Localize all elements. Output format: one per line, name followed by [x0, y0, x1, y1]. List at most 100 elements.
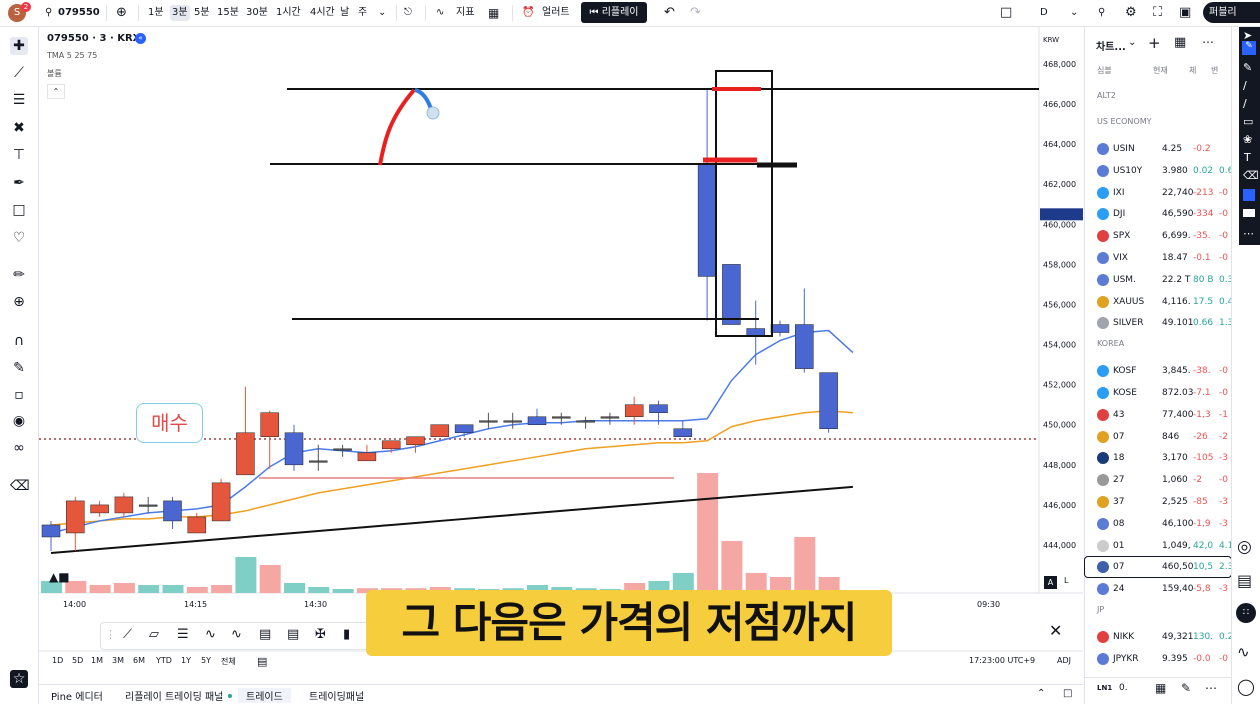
range-6[interactable]: 1Y — [181, 656, 191, 665]
watchlist-row[interactable]: 08 46,100 -1,9 -3 — [1085, 514, 1231, 534]
long-position-icon[interactable]: ▤ — [259, 627, 272, 642]
range-5[interactable]: YTD — [156, 656, 172, 665]
watchlist-row[interactable]: KOSF 3,845. -38. -0 — [1085, 361, 1231, 381]
magnet-icon[interactable]: ∩ — [13, 333, 25, 349]
settings-gear-icon[interactable]: ⚙ — [1125, 5, 1137, 20]
watchlist-section[interactable]: ALT2 — [1097, 91, 1116, 100]
col-pct[interactable]: 변 — [1211, 66, 1219, 75]
short-position-icon[interactable]: ▤ — [287, 627, 300, 642]
interval-3[interactable]: 15분 — [217, 7, 239, 18]
range-7[interactable]: 5Y — [201, 656, 211, 665]
cursor-pen-icon[interactable]: ➤ — [1243, 29, 1253, 42]
brush-pen-icon[interactable]: ∕ — [1243, 97, 1247, 110]
auto-scale-button[interactable]: A — [1044, 576, 1057, 589]
watchlist-row[interactable]: USIN 4.25 -0.2 — [1085, 139, 1231, 159]
legend-collapse-icon[interactable]: ⌃ — [47, 84, 65, 99]
fullscreen-icon[interactable]: ⛶ — [1153, 5, 1163, 20]
watchlist-row[interactable]: SPX 6,699. -35. -0 — [1085, 226, 1231, 246]
range-8[interactable]: 전체 — [221, 657, 236, 666]
layout-name[interactable]: D — [1040, 7, 1048, 18]
lock-drawing-icon[interactable]: ✎ — [13, 360, 25, 376]
interval-1[interactable]: 3분 — [170, 5, 190, 21]
layouts-grid-icon[interactable]: ▦ — [488, 6, 500, 20]
watchlist-row[interactable]: NIKK 49,321 130. 0.2 — [1085, 627, 1231, 647]
price-chart-svg[interactable]: 468,000 466,000 464,000 462,000 460,000 458,0… — [39, 27, 1083, 671]
symbol-search[interactable]: 079550 — [58, 7, 100, 18]
marker-icon[interactable]: ✎ — [1243, 61, 1253, 74]
zoom-in-icon[interactable]: ⊕ — [13, 294, 25, 310]
alert-clock-icon[interactable]: ⏰ — [522, 7, 535, 18]
maximize-panel-icon[interactable]: □ — [1063, 688, 1073, 699]
watchlist-row[interactable]: 24 159,40 -5,8 -3 — [1085, 579, 1231, 599]
watchlist-dropdown-icon[interactable]: ⌄ — [1128, 37, 1137, 48]
watchlist-row[interactable]: JPYKR 9.395 -0.0 -0 — [1085, 649, 1231, 669]
snapshot-camera-icon[interactable]: ▣ — [1179, 5, 1192, 20]
chart-settings-dot-icon[interactable]: « — [135, 33, 146, 44]
range-2[interactable]: 1M — [91, 656, 103, 665]
pen-blue-icon[interactable]: ✎ — [1242, 41, 1256, 55]
footer-symbol[interactable]: 0. — [1119, 683, 1128, 693]
watchlist-row[interactable]: USM. 22.2 T 80 B 0.3 — [1085, 270, 1231, 290]
elliott-tool-icon[interactable]: ∿ — [231, 627, 242, 642]
watchlist-title[interactable]: 차트... — [1096, 42, 1126, 53]
watchlist-row[interactable]: XAUUS 4,116. 17.5 0.4 — [1085, 292, 1231, 312]
horizontal-lines-icon[interactable]: ☰ — [12, 92, 26, 108]
candle-type-icon[interactable]: ⎋ — [404, 7, 412, 18]
layout-square-icon[interactable]: □ — [1000, 5, 1013, 20]
fib-tool-icon[interactable]: ☰ — [177, 627, 189, 642]
currency-label[interactable]: KRW — [1043, 36, 1060, 44]
publish-button[interactable]: 퍼블리 — [1203, 2, 1260, 23]
text-note-icon[interactable]: □ — [12, 202, 26, 218]
bars-pattern-icon[interactable]: ▮ — [343, 627, 351, 642]
crosshair-icon[interactable]: ✚ — [10, 37, 28, 55]
trend-line-icon[interactable]: ⟋ — [14, 65, 24, 81]
search-icon[interactable]: ⚲ — [45, 7, 53, 18]
color-white-swatch[interactable] — [1243, 209, 1255, 217]
watchlist-row[interactable]: KOSE 872.03 -7.1 -0 — [1085, 383, 1231, 403]
forecast-icon[interactable]: ✠ — [315, 627, 326, 642]
calendar-icon[interactable]: ▤ — [1237, 571, 1253, 590]
tab-pine-editor[interactable]: Pine 에디터 — [51, 692, 103, 703]
watchlist-row[interactable]: 07 460,50 10,5 2.3 — [1084, 556, 1232, 579]
heart-icon[interactable]: ♡ — [12, 230, 26, 246]
volume-legend[interactable]: 볼륨 — [47, 69, 62, 78]
more-pen-icon[interactable]: ⋯ — [1243, 227, 1254, 240]
add-symbol-icon[interactable]: + — [1148, 34, 1161, 52]
indicators-button[interactable]: 지표 — [456, 7, 475, 18]
tab-trade[interactable]: 트레이드 — [238, 688, 291, 703]
col-last[interactable]: 현재 — [1153, 66, 1168, 75]
quick-search-icon[interactable]: ⚲ — [1098, 7, 1106, 18]
more-options-icon[interactable]: ⋯ — [1202, 35, 1214, 49]
interval-6[interactable]: 4시간 — [310, 7, 335, 18]
pattern-icon[interactable]: ✖ — [13, 120, 25, 136]
interval-dropdown-icon[interactable]: ⌄ — [378, 7, 387, 18]
eraser-icon[interactable]: ⌫ — [1243, 169, 1259, 182]
rect-pen-icon[interactable]: ▭ — [1243, 115, 1254, 128]
fib-icon[interactable]: ⊤ — [12, 147, 26, 163]
watchlist-row[interactable]: 27 1,060 -2 -0 — [1085, 470, 1231, 490]
watchlist-row[interactable]: DJI 46,590 -334 -0 — [1085, 204, 1231, 224]
text-pen-icon[interactable]: T — [1244, 151, 1251, 164]
interval-2[interactable]: 5분 — [194, 7, 210, 18]
calendar-goto-icon[interactable]: ▤ — [257, 655, 268, 668]
watchlist-section[interactable]: JP — [1097, 605, 1105, 614]
help-icon[interactable]: ◯ — [1237, 677, 1255, 696]
footer-grid-icon[interactable]: ▦ — [1155, 681, 1167, 695]
adjust-toggle[interactable]: ADJ — [1057, 656, 1071, 665]
log-scale-button[interactable]: L — [1064, 576, 1069, 585]
range-0[interactable]: 1D — [52, 656, 64, 665]
brush-icon[interactable]: ✒ — [13, 175, 25, 191]
indicator-legend[interactable]: TMA 5 25 75 — [47, 51, 98, 60]
alert-button[interactable]: 얼러트 — [542, 7, 570, 18]
watchlist-row[interactable]: 07 846 -26 -2 — [1085, 427, 1231, 447]
watchlist-row[interactable]: VIX 18.47 -0.1 -0 — [1085, 248, 1231, 268]
interval-7[interactable]: 날 — [340, 7, 350, 18]
indicators-icon[interactable]: ∿ — [436, 7, 445, 18]
undo-icon[interactable]: ↶ — [664, 5, 675, 20]
range-4[interactable]: 6M — [133, 656, 145, 665]
watchlist-row[interactable]: SILVER 49.101 0.66 1.3 — [1085, 313, 1231, 333]
watchlist-section[interactable]: KOREA — [1097, 339, 1125, 349]
watchlist-row[interactable]: 18 3,170 -105 -3 — [1085, 448, 1231, 468]
footer-more-icon[interactable]: ⋯ — [1205, 681, 1217, 695]
watchlist-row[interactable]: 37 2,525 -85 -3 — [1085, 492, 1231, 512]
